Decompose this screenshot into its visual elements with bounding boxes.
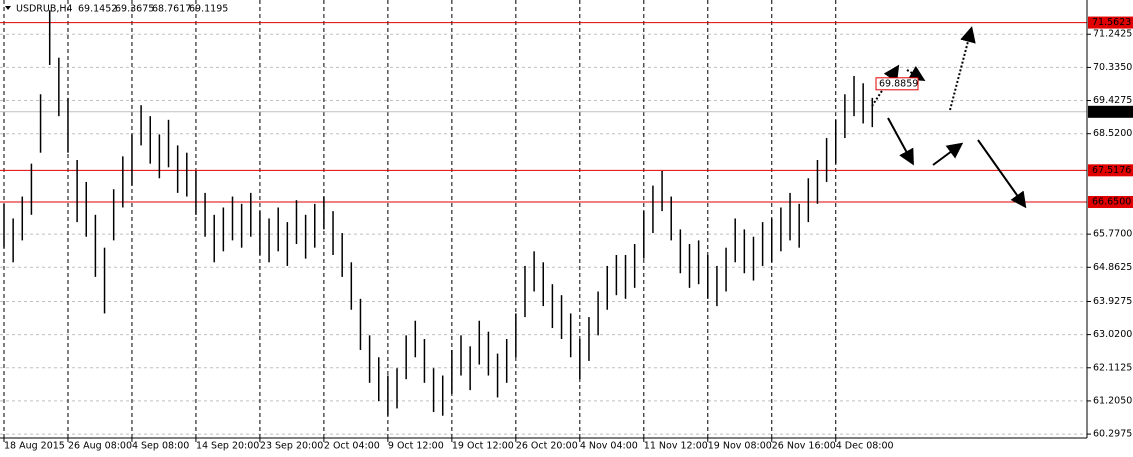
y-tick-label: 63.0200 <box>1093 329 1132 340</box>
x-tick-label: 18 Aug 2015 <box>4 441 65 452</box>
arrow <box>949 26 976 111</box>
x-tick-label: 26 Nov 16:00 <box>772 441 836 452</box>
y-tick-label: 62.1125 <box>1093 362 1132 373</box>
y-tick-label: 68.5200 <box>1093 128 1132 139</box>
annotation-box <box>875 77 919 91</box>
x-tick-label: 26 Oct 20:00 <box>516 441 578 452</box>
level-label-bg <box>1088 16 1133 29</box>
header: USDRUB,H4 69.1452 69.3675 68.7617 69.119… <box>5 4 228 15</box>
y-tick-label: 65.7700 <box>1093 229 1132 240</box>
annotation-label: 69.8859 <box>879 78 918 89</box>
x-tick-label: 4 Dec 08:00 <box>836 441 894 452</box>
level-label: 71.5623 <box>1092 17 1131 28</box>
y-tick-label: 64.8625 <box>1093 262 1132 273</box>
x-tick-label: 19 Nov 08:00 <box>708 441 772 452</box>
plot <box>0 0 1087 438</box>
header-icon <box>5 6 11 10</box>
arrow <box>932 142 964 166</box>
x-tick-label: 11 Nov 12:00 <box>644 441 708 452</box>
x-tick-label: 4 Nov 04:00 <box>580 441 638 452</box>
x-tick-label: 9 Oct 12:00 <box>388 441 444 452</box>
y-tick-label: 71.2425 <box>1093 29 1132 40</box>
level-label-bg <box>1088 164 1133 177</box>
level-label-bg <box>1088 196 1133 209</box>
level-label: 67.5176 <box>1092 165 1131 176</box>
header-high: 69.3675 <box>115 4 154 15</box>
level-label: 66.6500 <box>1092 197 1131 208</box>
header-symbol: USDRUB,H4 <box>16 4 73 15</box>
arrow <box>871 64 900 107</box>
header-close: 69.1195 <box>189 4 228 15</box>
x-tick-label: 26 Aug 08:00 <box>68 441 132 452</box>
price-label: 69.1195 <box>1092 106 1131 117</box>
x-tick-label: 2 Oct 04:00 <box>324 441 380 452</box>
header-low: 68.7617 <box>152 4 191 15</box>
x-tick-label: 23 Sep 20:00 <box>260 441 323 452</box>
y-tick-label: 70.3350 <box>1093 62 1132 73</box>
y-tick-label: 69.4275 <box>1093 95 1132 106</box>
header-open: 69.1452 <box>78 4 117 15</box>
arrows <box>871 26 1027 209</box>
x-tick-label: 19 Oct 12:00 <box>452 441 514 452</box>
y-tick-label: 63.9275 <box>1093 296 1132 307</box>
arrow <box>906 65 926 82</box>
arrow <box>977 139 1027 209</box>
x-tick-label: 4 Sep 08:00 <box>132 441 189 452</box>
x-tick-label: 14 Sep 20:00 <box>196 441 259 452</box>
arrow <box>887 117 914 166</box>
y-tick-label: 61.2050 <box>1093 395 1132 406</box>
price-label-bg <box>1088 105 1133 118</box>
y-tick-label: 60.2975 <box>1093 429 1132 440</box>
